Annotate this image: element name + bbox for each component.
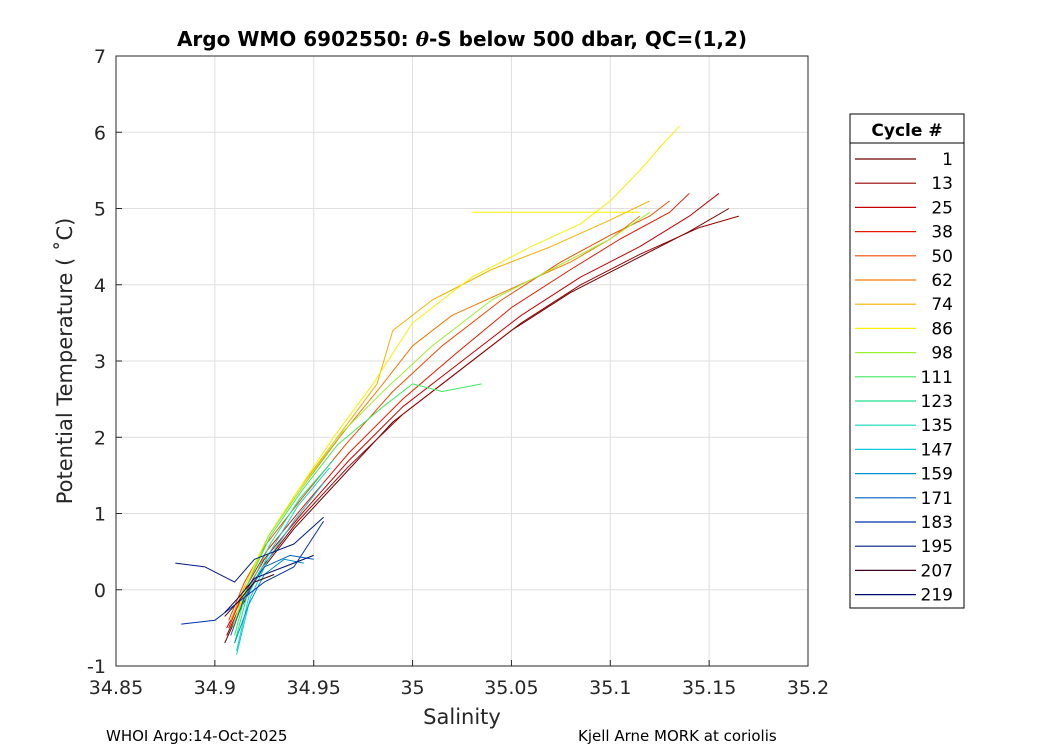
legend-label: 195 bbox=[921, 537, 953, 557]
x-tick-label: 35 bbox=[400, 677, 424, 699]
legend-label: 13 bbox=[931, 174, 953, 194]
x-tick-label: 34.9 bbox=[194, 677, 236, 699]
legend-label: 86 bbox=[931, 319, 953, 339]
legend-label: 147 bbox=[921, 440, 953, 460]
series-line-17 bbox=[224, 574, 275, 617]
x-tick-label: 35.2 bbox=[787, 677, 829, 699]
legend-label: 219 bbox=[921, 586, 953, 606]
y-tick-label: 3 bbox=[94, 351, 106, 373]
legend-label: 183 bbox=[921, 513, 953, 533]
legend-label: 159 bbox=[921, 465, 953, 485]
x-axis-label: Salinity bbox=[423, 705, 501, 729]
legend-label: 1 bbox=[942, 150, 953, 170]
legend-box bbox=[849, 113, 965, 609]
x-tick-label: 35.05 bbox=[484, 677, 538, 699]
series-line-7 bbox=[232, 125, 680, 629]
y-tick-label: 6 bbox=[94, 122, 106, 144]
y-tick-label: 1 bbox=[94, 504, 106, 526]
footer-right: Kjell Arne MORK at coriolis bbox=[578, 727, 777, 745]
legend-label: 171 bbox=[921, 489, 953, 509]
series-line-14 bbox=[230, 554, 314, 636]
legend: Cycle # 1 13 25 38 50 62 74 86 98 111 123 135 147 159… bbox=[849, 113, 965, 609]
series-line-12 bbox=[236, 482, 324, 655]
y-tick-label: 0 bbox=[94, 580, 106, 602]
x-tick-label: 35.1 bbox=[589, 677, 631, 699]
y-axis-label: Potential Temperature ( ˚C) bbox=[53, 218, 77, 505]
series-line-8 bbox=[232, 211, 651, 629]
series-line-11 bbox=[236, 467, 330, 651]
legend-label: 135 bbox=[921, 416, 953, 436]
legend-entries: 1 13 25 38 50 62 74 86 98 111 123 135 147 159 171 183 19… bbox=[855, 150, 953, 606]
legend-label: 38 bbox=[931, 223, 953, 243]
legend-title: Cycle # bbox=[871, 121, 942, 141]
legend-label: 50 bbox=[931, 247, 953, 267]
y-tick-label: 7 bbox=[94, 46, 106, 68]
legend-label: 123 bbox=[921, 392, 953, 412]
series-line-3 bbox=[228, 192, 690, 629]
series-line-15 bbox=[181, 520, 325, 625]
legend-label: 207 bbox=[921, 561, 953, 581]
x-tick-label: 34.85 bbox=[89, 677, 143, 699]
y-tick-label: -1 bbox=[87, 656, 106, 678]
series-line-16 bbox=[175, 516, 324, 583]
legend-label: 111 bbox=[921, 368, 953, 388]
legend-label: 74 bbox=[931, 295, 953, 315]
series-line-9 bbox=[234, 383, 482, 636]
series-line-2 bbox=[226, 192, 720, 629]
series-line-10 bbox=[234, 459, 334, 644]
series-layer bbox=[175, 125, 739, 655]
axis-ticks: 34.85 34.9 34.95 35 35.05 35.1 35.15 35.2-10123… bbox=[87, 46, 829, 699]
legend-label: 62 bbox=[931, 271, 953, 291]
x-tick-label: 34.95 bbox=[287, 677, 341, 699]
y-tick-label: 5 bbox=[94, 199, 106, 221]
chart-title: Argo WMO 6902550: θ-S below 500 dbar, QC… bbox=[177, 27, 747, 51]
series-line-18 bbox=[224, 554, 314, 613]
y-tick-label: 2 bbox=[94, 427, 106, 449]
legend-label: 98 bbox=[931, 344, 953, 364]
footer-left: WHOI Argo:14-Oct-2025 bbox=[106, 727, 287, 745]
x-tick-label: 35.15 bbox=[682, 677, 736, 699]
y-tick-label: 4 bbox=[94, 275, 106, 297]
legend-label: 25 bbox=[931, 198, 953, 218]
